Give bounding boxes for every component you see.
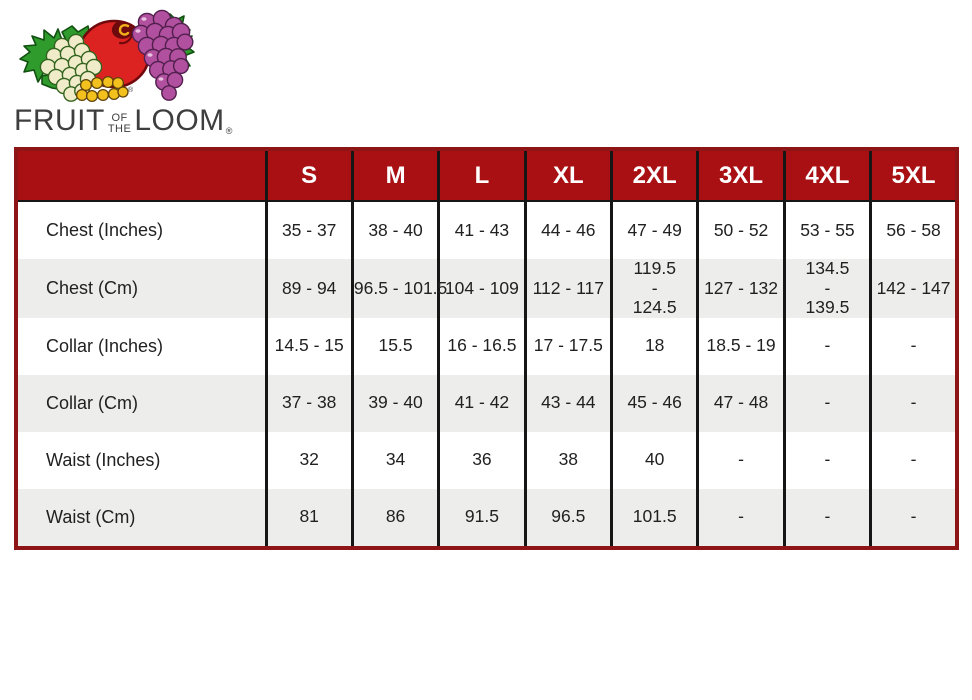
- size-cell: -: [782, 374, 871, 432]
- size-chart-header-row: S M L XL 2XL 3XL 4XL 5XL: [16, 149, 957, 202]
- size-cell: -: [869, 317, 957, 375]
- fruit-cluster-illustration: ®: [19, 9, 195, 103]
- size-cell: 45 - 46: [609, 374, 698, 432]
- size-cell: 47 - 49: [609, 201, 698, 259]
- size-cell: 47 - 48: [696, 374, 785, 432]
- size-cell: 89 - 94: [264, 259, 353, 318]
- size-column-header-m: M: [350, 149, 439, 202]
- size-cell: 43 - 44: [523, 374, 612, 432]
- size-cell: 41 - 43: [437, 201, 526, 259]
- size-cell: 36: [437, 431, 526, 489]
- size-cell: -: [782, 488, 871, 548]
- size-cell: 112 - 117: [523, 259, 612, 318]
- table-row-waist-inches: Waist (Inches) 32 34 36 38 40 - - -: [16, 431, 957, 489]
- size-column-header-xl: XL: [523, 149, 612, 202]
- size-column-header-l: L: [437, 149, 526, 202]
- row-label-cell: Collar (Inches): [16, 317, 266, 375]
- size-column-header-3xl: 3XL: [696, 149, 785, 202]
- brand-word-loom: LOOM: [134, 104, 225, 137]
- brand-word-of: OF: [111, 111, 128, 124]
- brand-word-of-the: OF THE: [107, 111, 132, 136]
- row-label-cell: Collar (Cm): [16, 374, 266, 432]
- brand-word-the: THE: [107, 123, 132, 136]
- brand-word-fruit: FRUIT: [14, 104, 105, 137]
- size-cell: 38 - 40: [350, 201, 439, 259]
- size-cell: 56 - 58: [869, 201, 957, 259]
- fruit-of-the-loom-logo: ® FRUIT OF THE LOOM ®: [12, 4, 232, 136]
- table-row-waist-cm: Waist (Cm) 81 86 91.5 96.5 101.5 - - -: [16, 488, 957, 548]
- size-cell: 104 - 109: [437, 259, 526, 318]
- size-column-header-s: S: [264, 149, 353, 202]
- green-grape-cluster: [39, 33, 103, 102]
- size-cell: 101.5: [609, 488, 698, 548]
- brand-registered-mark: ®: [225, 126, 233, 136]
- size-cell: 15.5: [350, 317, 439, 375]
- size-cell: 40: [609, 431, 698, 489]
- size-cell: 32: [264, 431, 353, 489]
- size-cell: 96.5 - 101.5: [350, 259, 447, 318]
- size-cell: 35 - 37: [264, 201, 353, 259]
- size-cell: -: [696, 431, 785, 489]
- size-cell: -: [696, 488, 785, 548]
- row-label-cell: Chest (Inches): [16, 201, 266, 259]
- size-cell: 91.5: [437, 488, 526, 548]
- size-cell: -: [869, 488, 957, 548]
- size-cell: 37 - 38: [264, 374, 353, 432]
- size-column-header-2xl: 2XL: [609, 149, 698, 202]
- size-cell: 39 - 40: [350, 374, 439, 432]
- size-cell: 134.5 - 139.5: [782, 258, 871, 318]
- size-cell: 38: [523, 431, 612, 489]
- size-cell: 16 - 16.5: [437, 317, 526, 375]
- size-cell: 41 - 42: [437, 374, 526, 432]
- table-row-collar-inches: Collar (Inches) 14.5 - 15 15.5 16 - 16.5…: [16, 317, 957, 375]
- size-cell: -: [782, 317, 871, 375]
- size-cell: 86: [350, 488, 439, 548]
- row-label-cell: Chest (Cm): [16, 259, 266, 318]
- size-column-header-4xl: 4XL: [782, 149, 871, 202]
- size-cell: 18.5 - 19: [696, 317, 785, 375]
- size-cell: 34: [350, 431, 439, 489]
- size-cell: -: [869, 431, 957, 489]
- size-cell: 44 - 46: [523, 201, 612, 259]
- currant-cluster: [75, 75, 129, 103]
- size-cell: -: [869, 374, 957, 432]
- size-cell: 14.5 - 15: [264, 317, 353, 375]
- size-cell: 81: [264, 488, 353, 548]
- size-chart-table: S M L XL 2XL 3XL 4XL 5XL Chest (Inches) …: [14, 147, 959, 550]
- table-row-chest-inches: Chest (Inches) 35 - 37 38 - 40 41 - 43 4…: [16, 201, 957, 259]
- size-cell: 119.5 - 124.5: [609, 258, 698, 318]
- size-cell: 127 - 132: [696, 259, 785, 318]
- brand-wordmark: FRUIT OF THE LOOM ®: [14, 106, 232, 136]
- table-row-collar-cm: Collar (Cm) 37 - 38 39 - 40 41 - 42 43 -…: [16, 374, 957, 432]
- row-label-cell: Waist (Inches): [16, 431, 266, 489]
- size-cell: 17 - 17.5: [523, 317, 612, 375]
- size-cell: 50 - 52: [696, 201, 785, 259]
- size-cell: 142 - 147: [869, 259, 957, 318]
- row-label-cell: Waist (Cm): [16, 488, 266, 548]
- size-cell: 53 - 55: [782, 201, 871, 259]
- size-cell: 18: [609, 317, 698, 375]
- corner-cell: [16, 149, 266, 202]
- size-cell: -: [782, 431, 871, 489]
- fruit-registered-mark: ®: [128, 86, 134, 94]
- size-column-header-5xl: 5XL: [869, 149, 957, 202]
- purple-grape-cluster: [131, 9, 194, 101]
- table-row-chest-cm: Chest (Cm) 89 - 94 96.5 - 101.5 104 - 10…: [16, 258, 957, 318]
- size-cell: 96.5: [523, 488, 612, 548]
